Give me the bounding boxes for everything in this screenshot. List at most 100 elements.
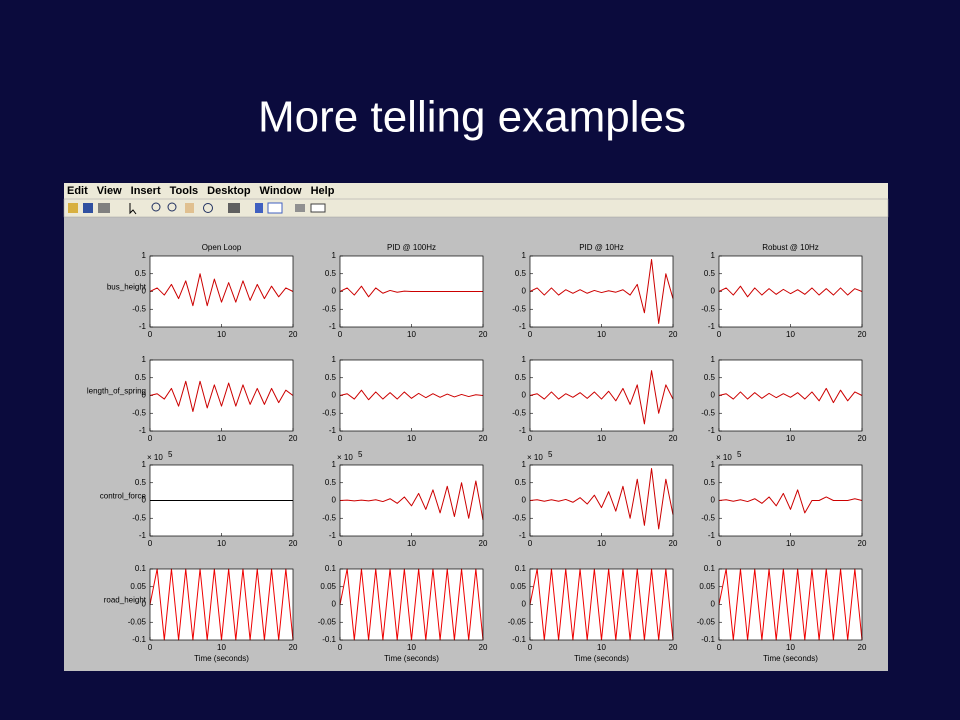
multiplier-exponent: 5 [737,450,742,459]
y-tick-label: -1 [139,322,147,331]
y-tick-label: 0.5 [515,269,527,278]
x-tick-label: 10 [786,330,795,339]
save-icon[interactable] [83,203,93,213]
axes-box [529,568,674,641]
menu-item[interactable]: Edit [67,185,88,197]
x-tick-label: 20 [669,330,678,339]
y-axis-label: control_force [100,492,147,501]
y-tick-label: -1 [519,426,527,435]
x-tick-label: 0 [148,330,153,339]
y-tick-label: -1 [708,322,716,331]
y-tick-label: 0 [142,287,147,296]
x-tick-label: 0 [338,434,343,443]
y-tick-label: 0.5 [704,269,716,278]
print-icon[interactable] [98,203,110,213]
pointer-icon[interactable] [129,203,137,215]
x-tick-label: 10 [597,643,606,652]
x-axis-label: Time (seconds) [194,654,249,663]
y-tick-label: -0.5 [132,304,146,313]
y-tick-label: -0.05 [318,617,337,626]
x-tick-label: 20 [669,643,678,652]
y-tick-label: -0.5 [132,513,146,522]
x-tick-label: 0 [528,643,533,652]
y-tick-label: 0.5 [515,373,527,382]
menu-item[interactable]: Tools [170,185,199,197]
y-tick-label: -1 [708,426,716,435]
x-tick-label: 0 [717,434,722,443]
y-tick-label: 0.05 [130,582,146,591]
multiplier-base: × 10 [527,453,543,462]
y-tick-label: -0.1 [132,635,146,644]
axes-background [530,256,673,327]
rotate-icon[interactable] [203,203,213,213]
x-tick-label: 0 [528,539,533,548]
trace [149,380,294,412]
multiplier-exponent: 5 [168,450,173,459]
y-tick-label: 0.1 [704,564,716,573]
x-tick-label: 10 [407,434,416,443]
y-tick-label: 1 [522,460,527,469]
x-tick-label: 20 [479,643,488,652]
axes-background [530,465,673,536]
x-axis-label: Time (seconds) [574,654,629,663]
axes-title: Robust @ 10Hz [762,243,819,252]
zoom-in-icon[interactable] [151,202,161,212]
axes-box [718,359,863,432]
menu-item[interactable]: Window [260,185,302,197]
axes-box [149,568,294,641]
datacursor-icon[interactable] [228,203,240,213]
menu-item[interactable]: Help [311,185,335,197]
y-tick-label: 0 [522,496,527,505]
x-tick-label: 20 [289,539,298,548]
multiplier-base: × 10 [147,453,163,462]
y-tick-label: -0.5 [322,408,336,417]
pan-icon[interactable] [185,203,194,213]
y-tick-label: 0 [332,287,337,296]
axes-box [149,255,294,328]
menu-item[interactable]: Insert [131,185,161,197]
hide-tools-icon[interactable] [295,204,305,212]
axes-box [149,359,294,432]
x-tick-label: 20 [479,330,488,339]
y-tick-label: 0.5 [515,478,527,487]
x-tick-label: 0 [528,434,533,443]
multiplier-exponent: 5 [358,450,363,459]
axes-box [529,464,674,537]
x-tick-label: 0 [148,434,153,443]
show-tools-icon[interactable] [310,203,326,213]
legend-icon[interactable] [267,202,283,214]
zoom-out-icon[interactable] [167,202,177,212]
y-tick-label: -1 [519,531,527,540]
x-tick-label: 0 [717,330,722,339]
axes-background [340,360,483,431]
y-tick-label: -1 [139,426,147,435]
y-tick-label: 1 [522,251,527,260]
y-tick-label: -1 [329,531,337,540]
x-tick-label: 20 [669,434,678,443]
y-tick-label: 0 [142,600,147,609]
y-axis-label: bus_height [107,283,147,292]
x-tick-label: 10 [407,330,416,339]
y-tick-label: 0 [711,287,716,296]
x-tick-label: 10 [217,539,226,548]
y-tick-label: -1 [329,322,337,331]
y-tick-label: -1 [139,531,147,540]
x-tick-label: 20 [289,643,298,652]
y-tick-label: 0.5 [325,373,337,382]
menu-item[interactable]: Desktop [207,185,251,197]
x-tick-label: 20 [858,539,867,548]
axes-title: PID @ 100Hz [387,243,436,252]
y-tick-label: 0 [332,391,337,400]
y-tick-label: 0 [332,600,337,609]
y-tick-label: -0.5 [322,304,336,313]
axes-box [718,464,863,537]
menu-item[interactable]: View [97,185,122,197]
y-tick-label: 0.1 [135,564,147,573]
open-icon[interactable] [68,203,78,213]
colorbar-icon[interactable] [255,203,263,213]
trace [529,468,674,530]
axes-box [339,464,484,537]
trace [718,489,863,514]
axes-title: Open Loop [202,243,242,252]
y-tick-label: -0.5 [701,513,715,522]
